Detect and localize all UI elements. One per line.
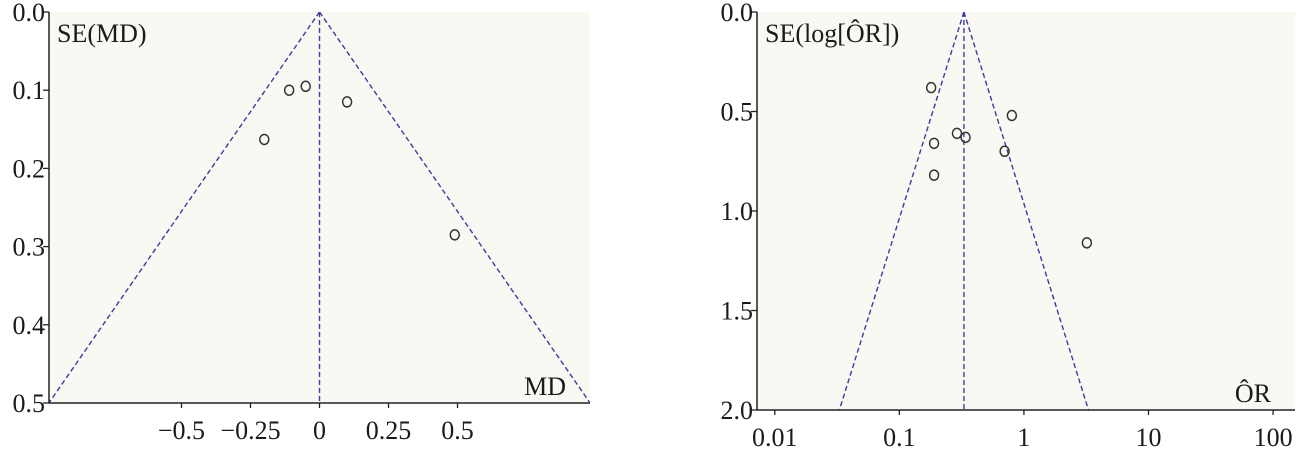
data-point [449,229,460,241]
data-point [1006,109,1018,122]
data-point [960,131,971,144]
data-point [1081,237,1093,249]
data-points [259,80,460,241]
funnel-right-line [318,12,590,403]
funnel-left-line [838,12,965,410]
y-axis-title: SE(log[ÔR]) [765,19,899,48]
funnel-lines [49,12,590,403]
data-point [283,84,295,96]
funnel-lines [838,12,1090,410]
data-point [341,96,353,108]
x-tick-label: 10 [1135,423,1161,450]
y-tick-label: 2.0 [721,396,754,425]
y-tick-label: 1.0 [721,197,754,226]
y-tick-label: 0.5 [721,98,754,127]
funnel-right-line [963,12,1090,410]
y-tick-label: 0.4 [13,311,46,340]
x-axis-title: ÔR [1235,379,1272,408]
x-tick-label: −0.5 [158,416,205,445]
y-tick-label: 1.5 [721,297,754,326]
data-point [951,127,963,140]
y-tick-label: 0.5 [13,389,46,418]
y-tick-label: 0.3 [13,233,46,262]
y-tick-label: 0.0 [13,0,46,27]
x-tick-label: −0.25 [220,416,280,445]
x-tick-label: 100 [1254,423,1293,450]
chart-panel-2: 0.0 0.5 1.0 1.5 2.00.01 0.1 1 10 100 SE(log[ÔR])… [721,0,1295,450]
x-tick-label: 0.25 [366,416,412,445]
chart-panel-1: 0.0 0.1 0.2 0.3 0.4 0.5 −0.5 −0.25 0 0.25 0.5 SE(MD… [13,0,590,445]
y-tick-label: 0.2 [13,154,46,183]
funnel-left-line [49,12,321,403]
x-tick-label: 1 [1017,423,1030,450]
x-tick-label: 0 [313,416,326,445]
y-tick-label: 0.0 [721,0,754,27]
data-point [928,169,940,181]
data-point [925,81,937,94]
y-axis-title: SE(MD) [57,19,147,48]
x-tick-label: 0.1 [883,423,916,450]
x-axis-title: MD [524,372,566,401]
x-tick-label: 0.01 [752,423,798,450]
data-point [999,145,1010,158]
data-point [259,133,270,146]
y-tick-label: 0.1 [13,76,46,105]
data-points [925,81,1093,249]
x-tick-label: 0.5 [441,416,474,445]
data-point [928,137,940,150]
data-point [300,80,311,93]
